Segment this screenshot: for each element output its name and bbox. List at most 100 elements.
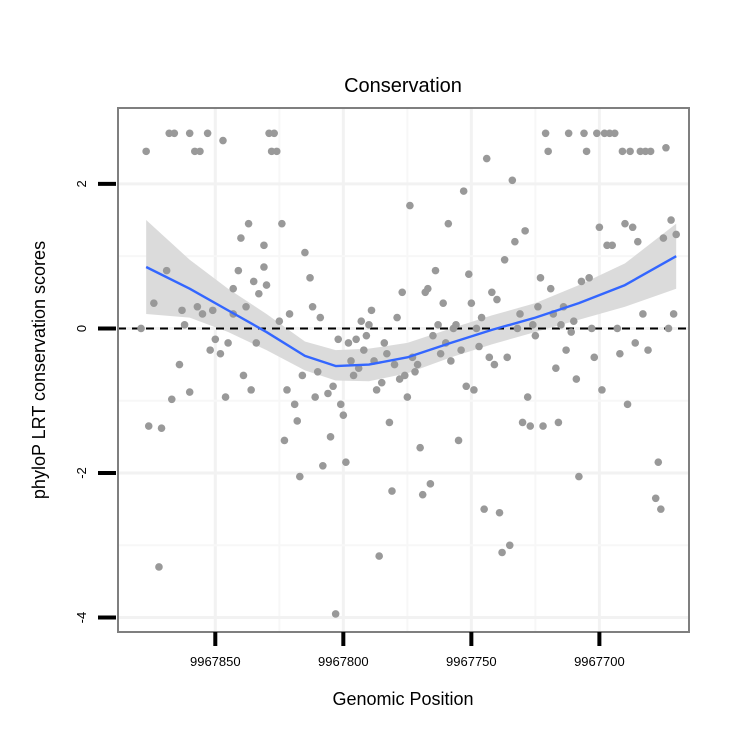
data-point	[447, 357, 455, 365]
data-point	[429, 331, 437, 340]
data-point	[526, 422, 535, 430]
data-point	[495, 508, 504, 517]
data-point	[372, 386, 381, 394]
data-point	[631, 339, 640, 347]
data-point	[324, 389, 332, 398]
data-point	[544, 147, 552, 156]
data-point	[541, 129, 550, 138]
axes: 9967850 9967800 9967750 9967700 -4 -2 0 2	[74, 180, 625, 669]
data-point	[500, 255, 509, 264]
data-point	[196, 147, 204, 156]
data-point	[385, 418, 394, 427]
x-tick-label: 9967850	[190, 654, 241, 669]
data-point	[459, 187, 468, 195]
data-point	[295, 472, 304, 481]
data-point	[613, 324, 622, 333]
data-point	[208, 306, 217, 315]
x-axis-label: Genomic Position	[332, 689, 473, 709]
data-point	[608, 241, 616, 250]
data-point	[377, 378, 386, 387]
data-point	[562, 346, 570, 354]
data-point	[498, 548, 506, 557]
data-point	[585, 274, 593, 282]
data-point	[170, 129, 179, 138]
data-point	[155, 563, 163, 571]
data-point	[546, 284, 555, 293]
data-point	[283, 386, 291, 394]
data-point	[452, 321, 460, 329]
chart-title: Conservation	[344, 75, 462, 97]
data-point	[393, 313, 401, 322]
data-point	[513, 324, 522, 333]
data-points	[137, 129, 680, 618]
data-point	[157, 424, 166, 432]
data-point	[239, 371, 248, 380]
data-point	[557, 321, 565, 329]
data-point	[577, 277, 586, 286]
data-point	[406, 201, 414, 210]
data-point	[626, 147, 634, 156]
data-point	[411, 368, 419, 376]
data-point	[534, 302, 542, 311]
data-point	[260, 263, 268, 271]
data-point	[480, 505, 488, 513]
data-point	[475, 342, 483, 351]
data-point	[280, 436, 289, 445]
data-point	[464, 270, 473, 279]
data-point	[416, 443, 424, 452]
data-point	[654, 458, 663, 466]
data-point	[618, 147, 627, 156]
data-point	[426, 480, 435, 488]
data-point	[198, 310, 207, 318]
data-point	[436, 349, 445, 358]
y-axis-label: phyloP LRT conservation scores	[29, 241, 49, 499]
data-point	[521, 227, 529, 235]
data-point	[247, 386, 255, 394]
data-point	[388, 487, 396, 495]
data-point	[531, 331, 540, 340]
data-point	[454, 436, 463, 445]
smooth-line	[145, 255, 677, 368]
data-point	[234, 266, 243, 275]
data-point	[485, 353, 494, 362]
data-point	[628, 223, 637, 232]
data-point	[278, 219, 286, 228]
data-point	[470, 386, 478, 394]
data-point	[365, 321, 373, 329]
data-point	[403, 393, 412, 401]
data-point	[646, 147, 655, 156]
data-point	[564, 129, 573, 138]
data-point	[621, 219, 629, 228]
data-point	[275, 317, 284, 326]
data-point	[623, 400, 632, 409]
data-point	[503, 353, 512, 362]
data-point	[444, 219, 453, 228]
data-point	[311, 393, 319, 401]
data-point	[185, 129, 194, 138]
data-point	[380, 339, 389, 347]
data-point	[672, 230, 680, 239]
data-point	[229, 284, 238, 293]
plot-border	[117, 107, 690, 633]
data-point	[137, 324, 145, 333]
data-point	[590, 353, 599, 362]
data-point	[462, 382, 471, 391]
data-point	[639, 310, 647, 318]
data-point	[375, 552, 383, 560]
data-point	[554, 418, 563, 427]
data-point	[219, 136, 227, 145]
data-point	[669, 310, 678, 318]
data-point	[367, 306, 376, 315]
data-point	[260, 241, 268, 250]
data-point	[569, 317, 578, 326]
data-point	[244, 219, 253, 228]
smooth-line-group	[145, 255, 677, 368]
y-tick-label: 0	[74, 325, 89, 332]
data-point	[413, 360, 422, 369]
data-point	[516, 310, 524, 318]
data-point	[362, 331, 371, 340]
data-point	[349, 371, 358, 380]
data-point	[242, 302, 250, 311]
data-point	[667, 216, 675, 224]
